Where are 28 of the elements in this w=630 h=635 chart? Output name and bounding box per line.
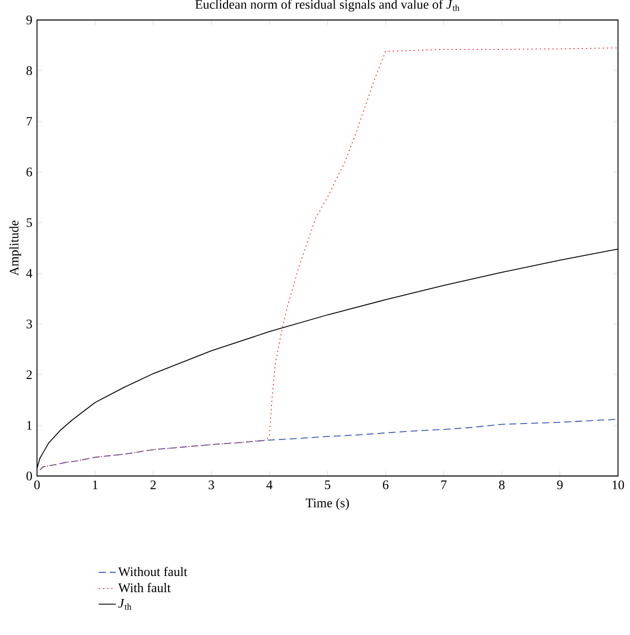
legend-label: J$_{th}$ (118, 599, 132, 610)
x-tick-label: 5 (325, 480, 330, 490)
y-tick-label: 9 (26, 16, 32, 24)
x-tick-label: 4 (266, 480, 272, 490)
legend-label: With fault (118, 582, 171, 592)
x-tick-label: 6 (382, 480, 388, 490)
y-tick-label: 0 (26, 472, 32, 480)
y-tick-label: 7 (26, 117, 32, 126)
x-tick-label: 1 (92, 480, 98, 490)
y-tick-label: 8 (26, 66, 32, 76)
y-tick-label: 4 (26, 269, 32, 278)
y-tick-label: 1 (27, 421, 32, 430)
y-tick-label: 5 (26, 218, 32, 227)
x-tick-label: 9 (557, 480, 563, 490)
y-tick-label: 6 (26, 168, 32, 176)
x-tick-label: 2 (150, 480, 156, 490)
y-tick-label: 2 (26, 370, 32, 379)
x-tick-label: 3 (208, 480, 214, 490)
x-axis-title: Time (s) (306, 498, 349, 510)
y-tick-label: 3 (26, 320, 32, 328)
x-tick-label: 10 (612, 480, 624, 490)
x-tick-label: 7 (441, 480, 447, 490)
line-series (39, 47, 618, 470)
y-axis-title: Amplitude (9, 220, 22, 276)
x-tick-label: 8 (499, 480, 505, 490)
chart-title: Euclidean norm of residual signals and value of J$_{th}$ (195, 0, 460, 12)
legend-label: Without fault (118, 566, 188, 576)
x-tick-label: 0 (34, 480, 40, 490)
